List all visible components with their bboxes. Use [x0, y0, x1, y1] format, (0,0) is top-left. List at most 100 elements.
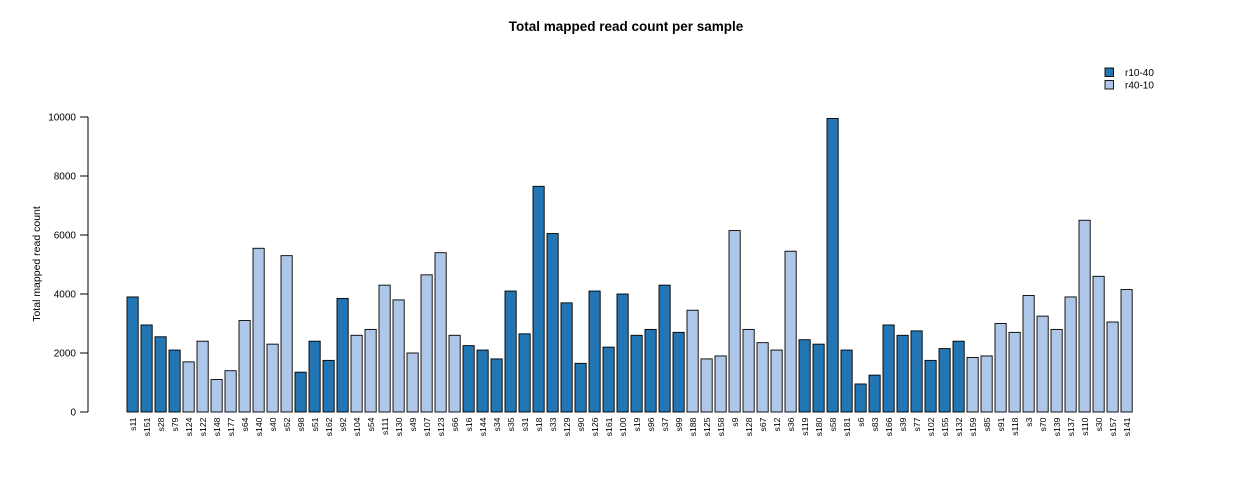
bar-s58: [826, 118, 839, 413]
x-axis-labels: s11 s151 s28 s79 s124 s122 s148 s177 s64 s140 s40 s…: [128, 417, 1132, 436]
bar-s9: [728, 230, 741, 413]
bar-s79: [168, 349, 181, 413]
x-tick-label-s9: s9: [730, 417, 740, 426]
x-tick-label-s148: s148: [212, 417, 222, 436]
x-tick-label-s90: s90: [576, 417, 586, 431]
bar-s40: [266, 343, 279, 413]
bar-s66: [448, 334, 461, 413]
x-tick-label-s125: s125: [702, 417, 712, 436]
x-tick-label-s3: s3: [1024, 417, 1034, 426]
x-tick-label-s70: s70: [1038, 417, 1048, 431]
x-tick-label-s140: s140: [254, 417, 264, 436]
y-tick-label: 2000: [54, 349, 77, 360]
legend: r10-40 r40-10: [1104, 67, 1154, 92]
x-tick-label-s119: s119: [800, 417, 810, 435]
bar-s180: [812, 343, 825, 413]
x-tick-label-s31: s31: [520, 417, 530, 431]
bar-s151: [140, 324, 153, 413]
x-tick-label-s110: s110: [1080, 417, 1090, 435]
bar-s110: [1078, 219, 1091, 413]
y-axis: 0 2000 4000 6000 8000 10000: [48, 113, 89, 419]
bar-s100: [616, 293, 629, 413]
x-tick-label-s40: s40: [268, 417, 278, 431]
bar-s54: [364, 328, 377, 413]
bar-s37: [658, 284, 671, 413]
bar-s31: [518, 333, 531, 413]
x-tick-label-s35: s35: [506, 417, 516, 431]
bars-group: [126, 118, 1133, 413]
x-tick-label-s91: s91: [996, 417, 1006, 431]
bar-s90: [574, 362, 587, 413]
y-tick-label: 0: [70, 408, 76, 419]
x-tick-label-s64: s64: [240, 417, 250, 431]
x-tick-label-s30: s30: [1094, 417, 1104, 431]
bar-s67: [756, 342, 769, 413]
x-tick-label-s111: s111: [380, 417, 390, 435]
x-tick-label-s51: s51: [310, 417, 320, 431]
bar-s111: [378, 284, 391, 413]
x-tick-label-s49: s49: [408, 417, 418, 431]
bar-s98: [294, 371, 307, 413]
bar-s11: [126, 296, 139, 413]
bar-s129: [560, 302, 573, 413]
bar-s64: [238, 320, 251, 413]
x-tick-label-s16: s16: [464, 417, 474, 431]
y-tick-label: 4000: [54, 290, 77, 301]
x-tick-label-s177: s177: [226, 417, 236, 436]
bar-s161: [602, 346, 615, 413]
bar-s52: [280, 255, 293, 413]
bar-s91: [994, 323, 1007, 413]
x-tick-label-s130: s130: [394, 417, 404, 436]
bar-s104: [350, 334, 363, 413]
bar-s124: [182, 361, 195, 413]
x-tick-label-s18: s18: [534, 417, 544, 431]
x-tick-label-s28: s28: [156, 417, 166, 431]
bar-s49: [406, 352, 419, 413]
x-tick-label-s141: s141: [1122, 417, 1132, 436]
y-axis-label: Total mapped read count: [31, 206, 43, 322]
bar-s148: [210, 379, 223, 413]
x-tick-label-s151: s151: [142, 417, 152, 436]
bar-s126: [588, 290, 601, 413]
legend-label-r10-40: r10-40: [1125, 68, 1154, 79]
x-tick-label-s159: s159: [968, 417, 978, 436]
x-tick-label-s104: s104: [352, 417, 362, 436]
bar-s181: [840, 349, 853, 413]
bar-s35: [504, 290, 517, 413]
bar-s125: [700, 358, 713, 413]
x-tick-label-s122: s122: [198, 417, 208, 436]
bar-s128: [742, 328, 755, 413]
x-tick-label-s77: s77: [912, 417, 922, 431]
x-tick-label-s100: s100: [618, 417, 628, 436]
bar-s166: [882, 324, 895, 413]
bar-s51: [308, 340, 321, 413]
bar-s188: [686, 309, 699, 413]
bar-s102: [924, 359, 937, 413]
x-tick-label-s162: s162: [324, 417, 334, 436]
x-tick-label-s39: s39: [898, 417, 908, 431]
x-tick-label-s158: s158: [716, 417, 726, 436]
x-tick-label-s144: s144: [478, 417, 488, 436]
x-tick-label-s66: s66: [450, 417, 460, 431]
bar-s119: [798, 339, 811, 413]
x-tick-label-s85: s85: [982, 417, 992, 431]
x-tick-label-s79: s79: [170, 417, 180, 431]
bar-s39: [896, 334, 909, 413]
x-tick-label-s83: s83: [870, 417, 880, 431]
x-tick-label-s11: s11: [128, 417, 138, 431]
x-tick-label-s129: s129: [562, 417, 572, 436]
x-tick-label-s107: s107: [422, 417, 432, 436]
x-tick-label-s52: s52: [282, 417, 292, 431]
y-tick-label: 6000: [54, 231, 77, 242]
bar-s159: [966, 356, 979, 413]
bar-s36: [784, 250, 797, 413]
bar-s16: [462, 345, 475, 413]
x-tick-label-s166: s166: [884, 417, 894, 436]
x-tick-label-s96: s96: [646, 417, 656, 431]
x-tick-label-s102: s102: [926, 417, 936, 436]
legend-swatch-r10-40: [1104, 67, 1114, 77]
x-tick-label-s34: s34: [492, 417, 502, 431]
bar-s77: [910, 330, 923, 413]
x-tick-label-s161: s161: [604, 417, 614, 436]
